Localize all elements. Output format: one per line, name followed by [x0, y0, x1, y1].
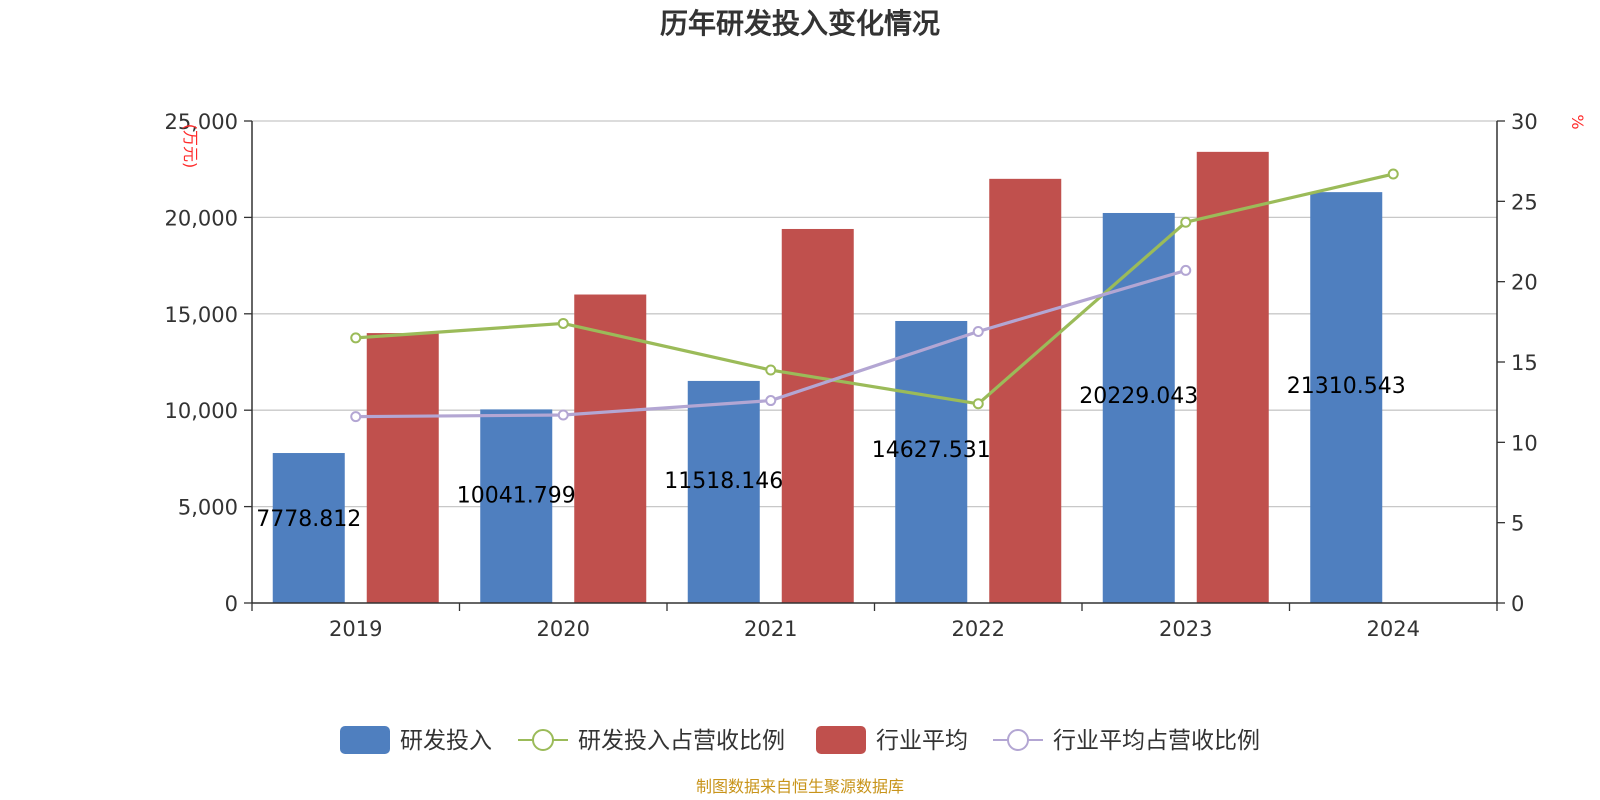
right-axis-unit: %	[1568, 114, 1587, 129]
bars	[272, 151, 1383, 603]
line-point	[765, 395, 777, 407]
bar-industry-average	[574, 294, 647, 603]
bar-industry-average	[1196, 151, 1269, 603]
bar-value-label: 11518.146	[664, 469, 783, 494]
right-tick-label: 10	[1511, 431, 1538, 455]
left-tick-label: 10,000	[165, 399, 238, 423]
legend-label: 研发投入占营收比例	[578, 728, 785, 754]
bar-industry-average	[989, 178, 1062, 603]
left-axis-unit: (万元)	[181, 124, 200, 169]
source-note: 制图数据来自恒生聚源数据库	[696, 777, 904, 796]
right-tick-label: 15	[1511, 351, 1538, 375]
bar-rd-investment	[272, 453, 345, 603]
bar-industry-average	[781, 228, 854, 603]
bar-rd-investment	[687, 380, 760, 603]
axes: 0 5,000 10,000 15,000 20,000 25,000 0 5 10 15 20 25…	[165, 110, 1538, 641]
x-tick-label: 2023	[1159, 617, 1212, 641]
bar-value-label: 10041.799	[457, 483, 576, 508]
left-tick-label: 0	[225, 592, 238, 616]
bar-value-label: 21310.543	[1287, 374, 1406, 399]
left-tick-label: 15,000	[165, 303, 238, 327]
line-point	[557, 409, 569, 421]
bar-industry-average	[366, 333, 439, 603]
bar-rd-investment	[1310, 192, 1383, 603]
bar-rd-investment	[480, 409, 553, 603]
bar-value-label: 7778.812	[256, 507, 361, 532]
legend-label: 研发投入	[400, 728, 492, 754]
left-tick-label: 25,000	[165, 110, 238, 134]
legend: 研发投入 研发投入占营收比例 行业平均 行业平均占营收比例	[340, 726, 1260, 754]
line-point	[972, 398, 984, 410]
right-tick-label: 30	[1511, 110, 1538, 134]
line-point	[557, 317, 569, 329]
right-tick-label: 0	[1511, 592, 1524, 616]
bar-rd-investment	[895, 320, 968, 603]
legend-swatch-bar	[816, 726, 866, 754]
line-point	[1180, 264, 1192, 276]
left-tick-label: 5,000	[178, 496, 238, 520]
data-labels: 7778.812 10041.799 11518.146 14627.531 20229…	[256, 374, 1405, 532]
line-point	[972, 325, 984, 337]
x-tick-label: 2022	[952, 617, 1005, 641]
bar-value-label: 14627.531	[872, 438, 991, 463]
legend-swatch-marker	[532, 729, 554, 751]
x-tick-label: 2020	[537, 617, 590, 641]
bar-value-label: 20229.043	[1079, 384, 1198, 409]
legend-label: 行业平均	[876, 728, 968, 754]
x-tick-label: 2024	[1367, 617, 1420, 641]
line-rd-ratio	[355, 172, 1394, 406]
right-tick-label: 5	[1511, 512, 1524, 536]
right-tick-label: 20	[1511, 271, 1538, 295]
lines	[350, 168, 1399, 423]
line-point	[765, 364, 777, 376]
right-tick-label: 25	[1511, 190, 1538, 214]
legend-label: 行业平均占营收比例	[1053, 728, 1260, 754]
left-tick-label: 20,000	[165, 206, 238, 230]
x-tick-label: 2019	[329, 617, 382, 641]
x-tick-label: 2021	[744, 617, 797, 641]
line-point	[1180, 216, 1192, 228]
legend-swatch-bar	[340, 726, 390, 754]
grid-lines	[252, 120, 1497, 508]
line-point	[350, 411, 362, 423]
line-point	[1387, 168, 1399, 180]
legend-swatch-marker	[1007, 729, 1029, 751]
line-point	[350, 332, 362, 344]
chart-title: 历年研发投入变化情况	[660, 7, 940, 40]
